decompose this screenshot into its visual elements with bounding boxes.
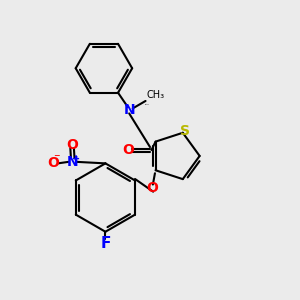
Text: methyl: methyl	[145, 104, 149, 105]
Text: O: O	[66, 138, 78, 152]
Text: S: S	[180, 124, 190, 138]
Text: +: +	[72, 154, 80, 164]
Text: F: F	[100, 236, 111, 250]
Text: O: O	[47, 156, 59, 170]
Text: O: O	[147, 181, 158, 195]
Text: CH₃: CH₃	[146, 90, 164, 100]
Text: N: N	[67, 155, 79, 169]
Text: N: N	[123, 103, 135, 117]
Text: ⁻: ⁻	[53, 152, 60, 165]
Text: O: O	[122, 143, 134, 157]
